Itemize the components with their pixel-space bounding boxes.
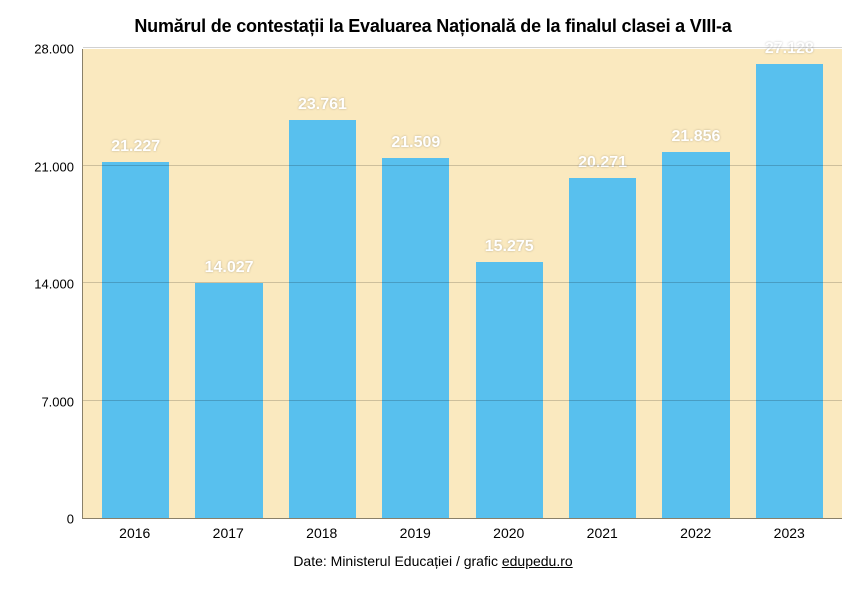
x-tick-label: 2016 (88, 525, 182, 541)
bars-layer: 21.227 14.027 23.761 21.509 15.275 20.271 21.8… (83, 49, 842, 518)
x-tick-label: 2018 (275, 525, 369, 541)
bar-value-label: 20.271 (578, 154, 627, 172)
bar-value-label: 21.227 (111, 138, 160, 156)
bar: 27.128 (756, 64, 823, 518)
bar-slot: 14.027 (182, 49, 275, 518)
plot-row: 07.00014.00021.00028.000 21.22714.02723.… (24, 49, 842, 519)
x-tick-label: 2020 (462, 525, 556, 541)
y-tick-label: 28.000 (34, 42, 74, 57)
x-tick-label: 2021 (556, 525, 650, 541)
y-tick-label: 21.000 (34, 159, 74, 174)
chart-caption: Date: Ministerul Educației / grafic edup… (24, 553, 842, 569)
chart-container: Numărul de contestații la Evaluarea Nați… (0, 0, 866, 602)
bar-slot: 20.271 (556, 49, 649, 518)
gridline (83, 282, 842, 283)
bar-value-label: 23.761 (298, 96, 347, 114)
y-axis: 07.00014.00021.00028.000 (24, 49, 82, 519)
x-axis: 20162017201820192020202120222023 (82, 519, 842, 541)
bar: 15.275 (476, 262, 543, 518)
chart-title: Numărul de contestații la Evaluarea Nați… (24, 16, 842, 37)
bar-slot: 15.275 (463, 49, 556, 518)
bar-slot: 21.509 (369, 49, 462, 518)
gridline (83, 165, 842, 166)
plot-area: 21.227 14.027 23.761 21.509 15.275 20.271 21.8… (82, 49, 842, 519)
x-tick-label: 2019 (369, 525, 463, 541)
y-tick-label: 0 (67, 512, 74, 527)
bar: 23.761 (289, 120, 356, 518)
x-tick-label: 2017 (182, 525, 276, 541)
x-tick-label: 2022 (649, 525, 743, 541)
bar-slot: 23.761 (276, 49, 369, 518)
gridline (83, 47, 842, 48)
caption-prefix: Date: Ministerul Educației / grafic (293, 553, 502, 569)
y-tick-label: 14.000 (34, 277, 74, 292)
y-tick-label: 7.000 (41, 394, 74, 409)
bar-slot: 21.856 (649, 49, 742, 518)
bar: 21.856 (662, 152, 729, 518)
bar: 14.027 (195, 283, 262, 518)
bar-slot: 27.128 (743, 49, 836, 518)
bar-value-label: 27.128 (765, 40, 814, 58)
bar-slot: 21.227 (89, 49, 182, 518)
bar-value-label: 14.027 (205, 259, 254, 277)
gridline (83, 400, 842, 401)
bar-value-label: 15.275 (485, 238, 534, 256)
caption-source: edupedu.ro (502, 553, 573, 569)
bar-value-label: 21.509 (391, 134, 440, 152)
bar-value-label: 21.856 (671, 128, 720, 146)
bar: 20.271 (569, 178, 636, 518)
bar: 21.227 (102, 162, 169, 518)
x-tick-label: 2023 (743, 525, 837, 541)
bar: 21.509 (382, 158, 449, 518)
